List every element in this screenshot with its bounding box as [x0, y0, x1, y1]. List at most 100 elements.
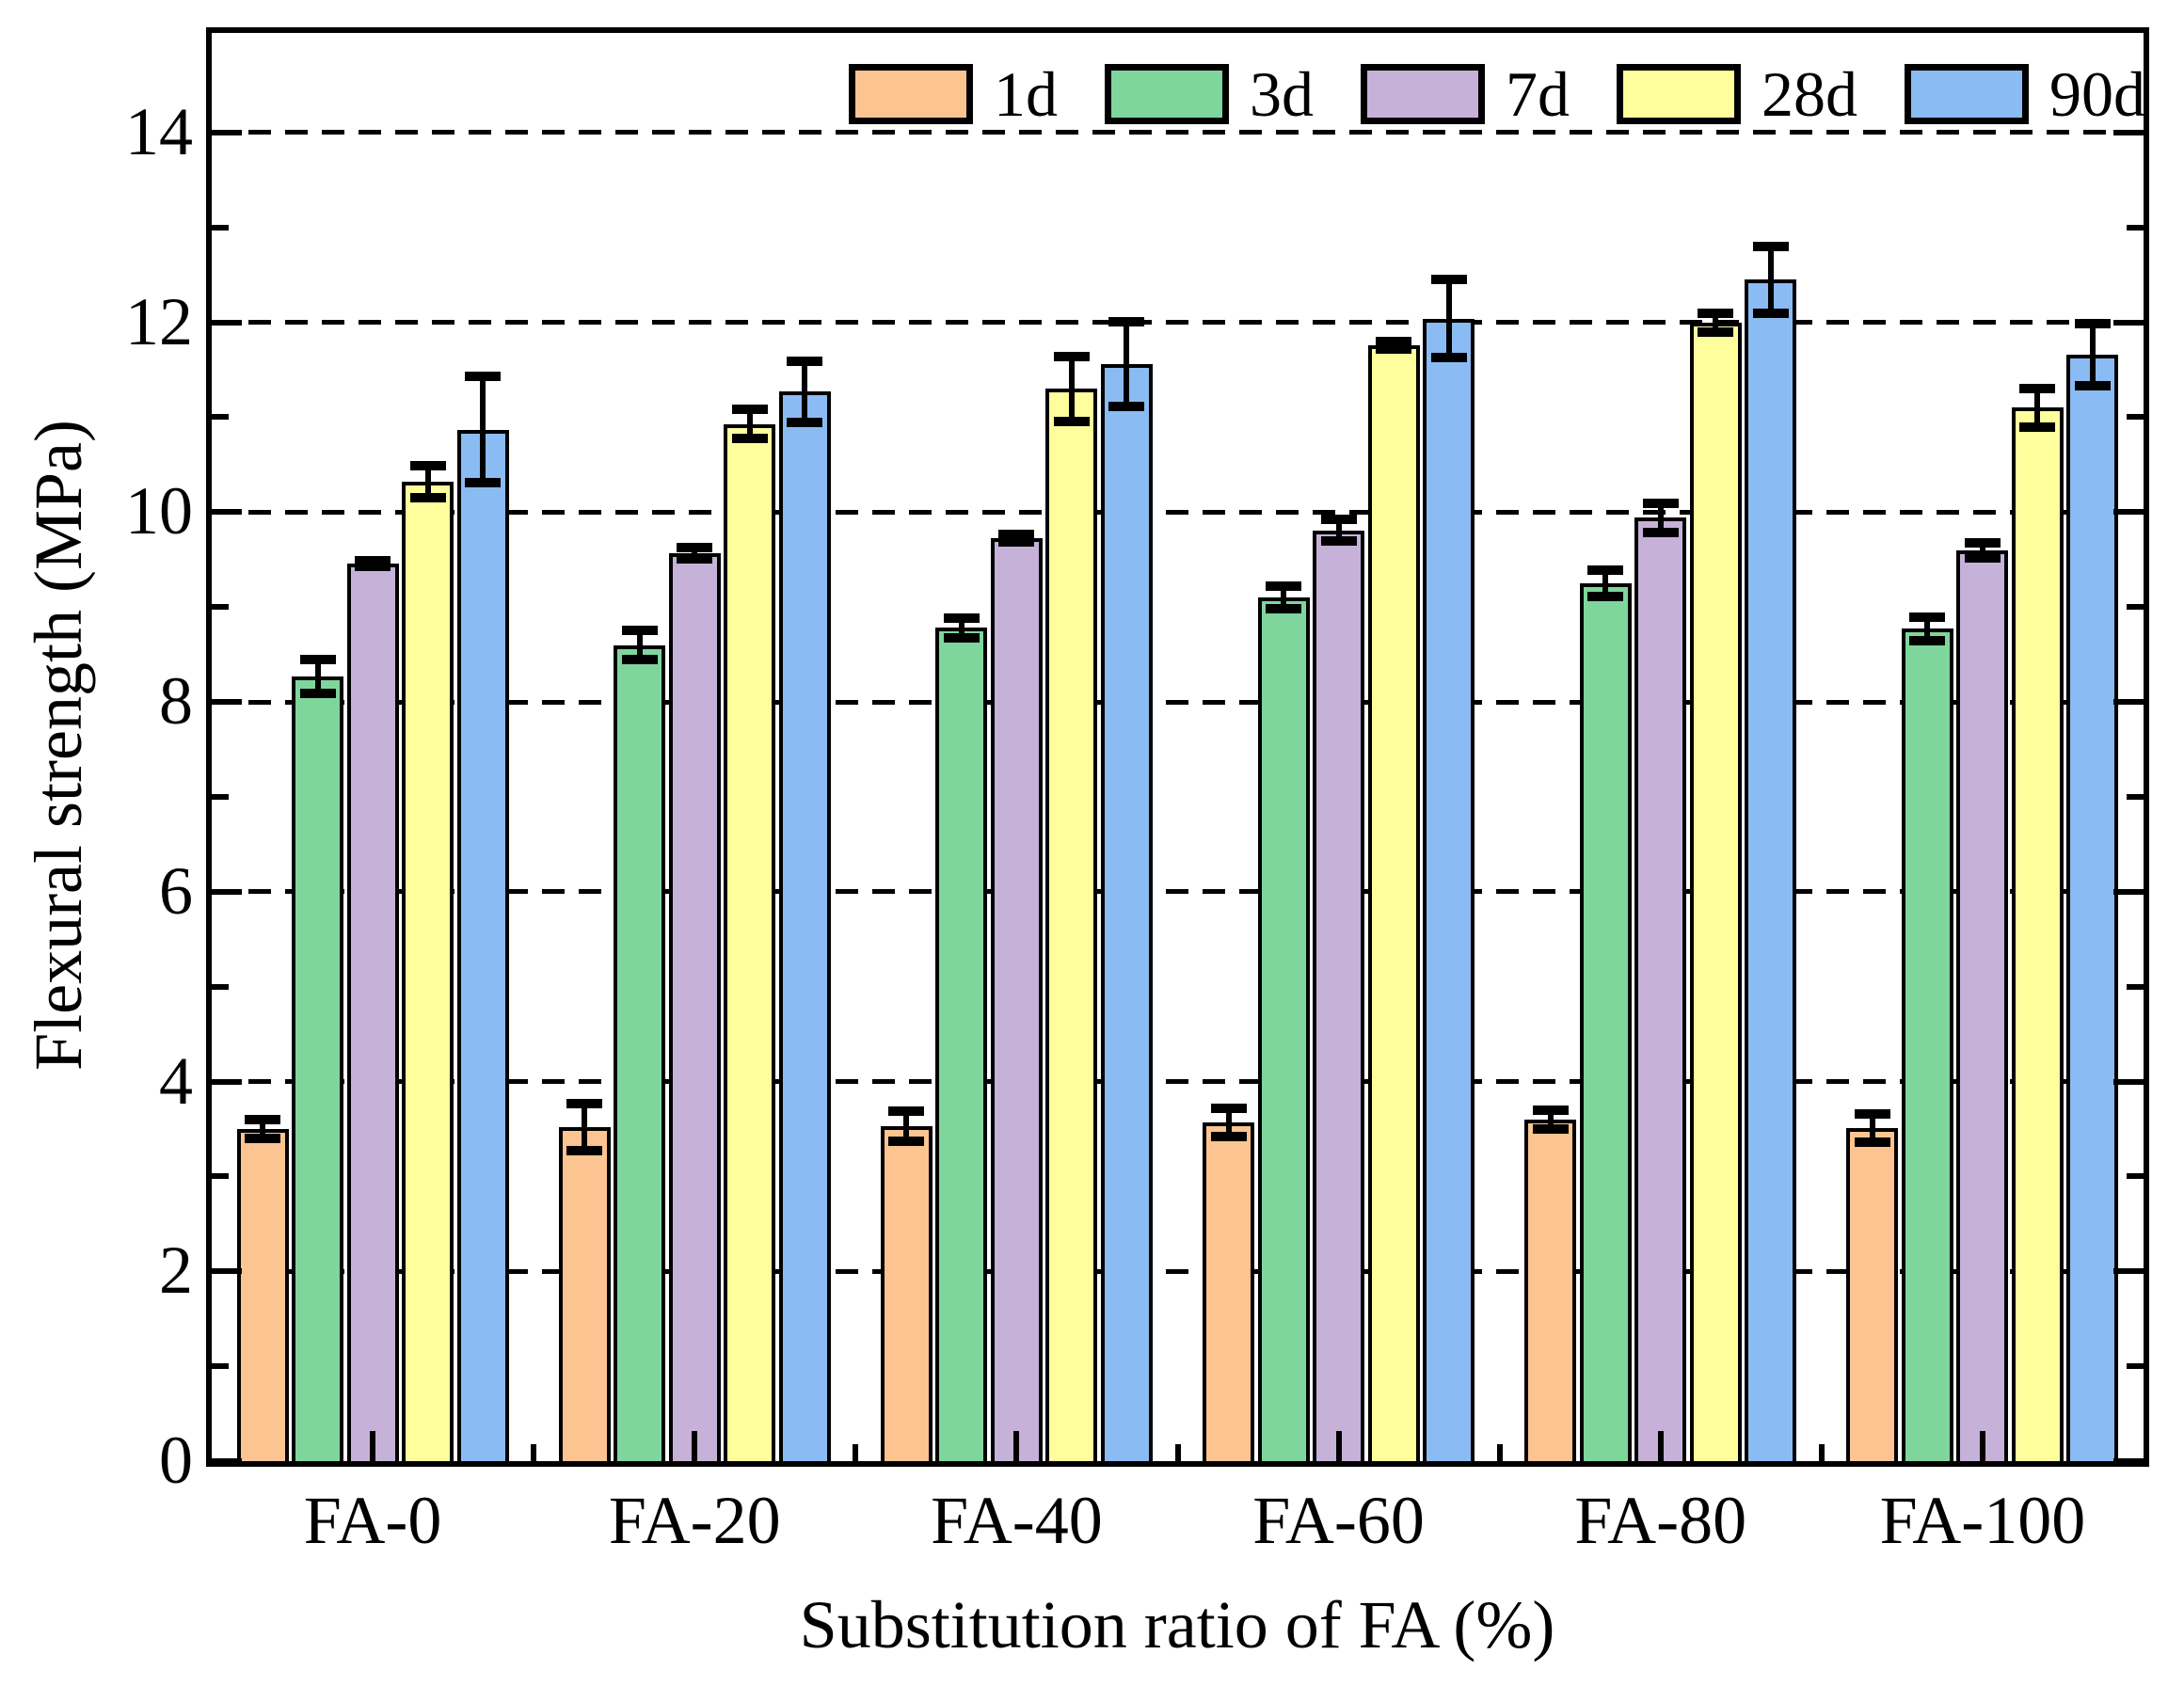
bar-7d-FA-60	[1313, 530, 1365, 1461]
bar-3d-FA-100	[1901, 628, 1953, 1461]
y-major-tick-right-2	[2113, 1268, 2144, 1275]
error-cap-bottom-28d-FA-20	[731, 433, 768, 443]
bar-28d-FA-80	[1689, 322, 1742, 1461]
error-line-1d-FA-40	[903, 1110, 910, 1142]
error-line-28d-FA-80	[1713, 312, 1719, 332]
y-major-tick-left-4	[212, 1078, 242, 1085]
error-cap-bottom-3d-FA-80	[1587, 592, 1624, 602]
error-cap-top-90d-FA-0	[465, 372, 502, 382]
error-cap-bottom-7d-FA-80	[1642, 527, 1679, 537]
x-category-label-FA-0: FA-0	[303, 1483, 442, 1558]
error-cap-bottom-3d-FA-20	[621, 654, 658, 664]
y-axis-title: Flexural strength (MPa)	[21, 420, 96, 1071]
y-minor-tick-left-3	[212, 1173, 229, 1180]
x-minor-tick-3	[1174, 1444, 1181, 1461]
y-tick-label-0: 0	[159, 1423, 193, 1498]
error-cap-bottom-3d-FA-40	[943, 632, 980, 643]
error-cap-top-7d-FA-60	[1320, 515, 1357, 525]
bar-3d-FA-40	[935, 628, 988, 1461]
y-major-tick-right-8	[2113, 699, 2144, 706]
error-cap-bottom-28d-FA-100	[2019, 422, 2056, 432]
x-major-tick-FA-0	[370, 1431, 376, 1461]
y-minor-tick-right-5	[2127, 983, 2144, 990]
x-major-tick-FA-60	[1335, 1431, 1342, 1461]
bar-7d-FA-40	[990, 537, 1043, 1461]
y-tick-label-2: 2	[159, 1233, 193, 1309]
error-line-7d-FA-80	[1657, 503, 1664, 533]
y-major-tick-right-0	[2113, 1458, 2144, 1464]
error-cap-top-3d-FA-20	[621, 626, 658, 636]
gridline-2	[212, 1268, 2144, 1274]
gridline-12	[212, 320, 2144, 326]
y-major-tick-left-14	[212, 129, 242, 135]
y-minor-tick-left-13	[212, 224, 229, 231]
y-minor-tick-right-7	[2127, 793, 2144, 800]
error-line-90d-FA-0	[480, 376, 486, 484]
y-minor-tick-right-9	[2127, 604, 2144, 611]
legend-swatch-90d	[1905, 64, 2029, 124]
legend: 1d 3d 7d 28d 90d	[849, 62, 2184, 126]
y-tick-label-4: 4	[159, 1042, 193, 1119]
y-major-tick-right-14	[2113, 129, 2144, 135]
error-line-90d-FA-40	[1124, 321, 1130, 407]
error-cap-top-90d-FA-40	[1108, 316, 1145, 326]
legend-label-7d: 7d	[1506, 58, 1570, 130]
y-major-tick-left-12	[212, 319, 242, 326]
legend-entry-7d: 7d	[1361, 62, 1570, 126]
error-cap-top-7d-FA-0	[355, 555, 391, 565]
y-major-tick-left-6	[212, 888, 242, 895]
error-cap-bottom-28d-FA-0	[409, 493, 446, 503]
y-major-tick-right-12	[2113, 319, 2144, 326]
error-line-3d-FA-60	[1281, 586, 1287, 610]
error-cap-bottom-90d-FA-80	[1752, 308, 1789, 318]
error-cap-bottom-1d-FA-100	[1854, 1137, 1890, 1148]
error-cap-top-90d-FA-80	[1752, 241, 1789, 251]
error-cap-top-28d-FA-20	[731, 405, 768, 415]
error-cap-top-3d-FA-80	[1587, 565, 1624, 575]
y-major-tick-left-2	[212, 1268, 242, 1275]
bar-28d-FA-40	[1045, 389, 1098, 1461]
error-cap-bottom-7d-FA-60	[1320, 535, 1357, 546]
bar-3d-FA-60	[1257, 597, 1310, 1461]
error-cap-top-7d-FA-40	[998, 529, 1035, 539]
x-category-label-FA-40: FA-40	[931, 1483, 1103, 1558]
x-minor-tick-4	[1496, 1444, 1503, 1461]
error-line-90d-FA-20	[802, 360, 808, 422]
error-cap-bottom-1d-FA-20	[566, 1146, 603, 1156]
error-line-7d-FA-60	[1335, 519, 1342, 541]
y-major-tick-left-0	[212, 1458, 242, 1464]
error-cap-top-28d-FA-100	[2019, 384, 2056, 394]
bar-7d-FA-80	[1634, 517, 1687, 1461]
error-cap-top-28d-FA-0	[409, 460, 446, 470]
error-cap-top-7d-FA-20	[677, 542, 713, 552]
x-category-label-FA-20: FA-20	[608, 1483, 781, 1558]
bar-28d-FA-0	[402, 482, 454, 1461]
error-cap-top-3d-FA-100	[1909, 612, 1946, 623]
legend-label-28d: 28d	[1762, 58, 1857, 130]
bar-90d-FA-80	[1745, 279, 1797, 1461]
error-cap-bottom-3d-FA-0	[299, 689, 336, 698]
x-minor-tick-1	[531, 1444, 537, 1461]
bar-90d-FA-60	[1423, 318, 1475, 1461]
error-cap-bottom-3d-FA-60	[1266, 604, 1302, 614]
error-line-90d-FA-80	[1767, 246, 1774, 313]
error-line-28d-FA-0	[424, 465, 431, 499]
x-category-label-FA-80: FA-80	[1574, 1483, 1747, 1558]
error-line-28d-FA-40	[1068, 356, 1075, 422]
error-cap-bottom-7d-FA-20	[677, 553, 713, 564]
error-line-1d-FA-80	[1547, 1109, 1554, 1129]
error-cap-top-1d-FA-0	[245, 1114, 281, 1124]
bar-28d-FA-60	[1367, 344, 1420, 1461]
y-minor-tick-left-11	[212, 414, 229, 421]
bar-7d-FA-0	[346, 563, 399, 1461]
error-cap-top-3d-FA-40	[943, 613, 980, 624]
y-minor-tick-left-1	[212, 1363, 229, 1370]
legend-label-3d: 3d	[1250, 58, 1314, 130]
gridline-4	[212, 1079, 2144, 1085]
error-cap-top-90d-FA-100	[2074, 318, 2111, 328]
bar-3d-FA-0	[292, 676, 344, 1461]
gridline-8	[212, 699, 2144, 705]
x-minor-tick-2	[853, 1444, 859, 1461]
error-line-90d-FA-100	[2089, 323, 2096, 387]
x-category-label-FA-60: FA-60	[1252, 1483, 1425, 1558]
